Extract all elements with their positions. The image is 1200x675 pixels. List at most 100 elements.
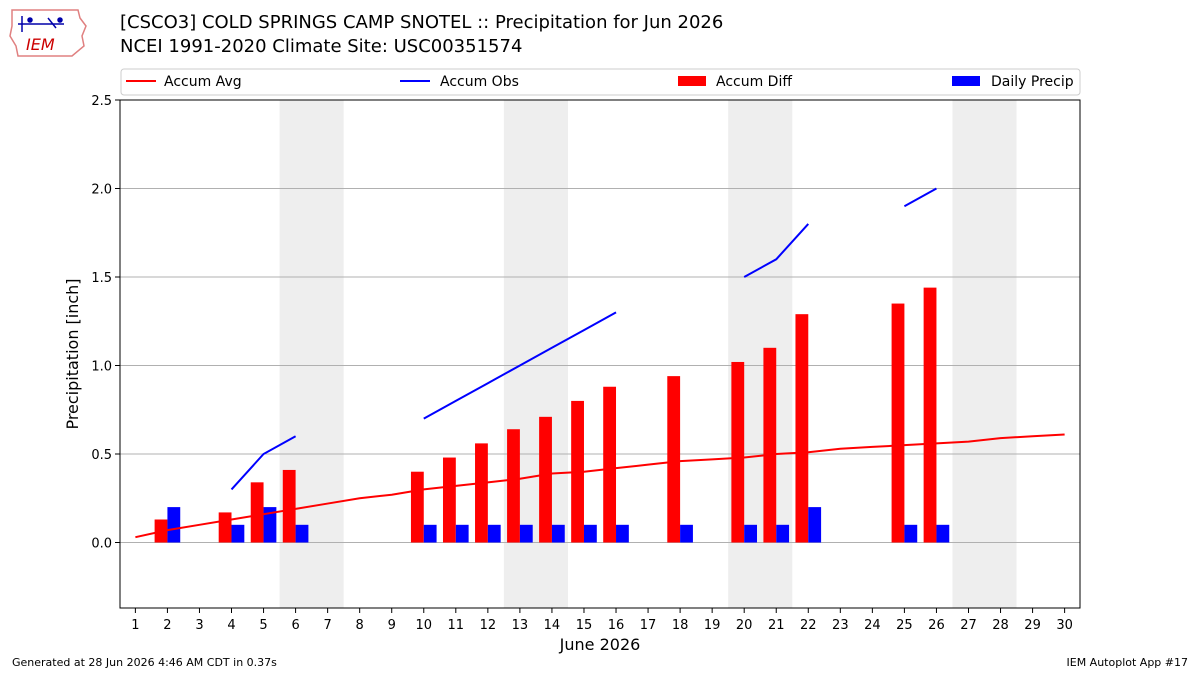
chart-subtitle: NCEI 1991-2020 Climate Site: USC00351574 <box>120 36 523 57</box>
accum-obs-line <box>903 187 937 208</box>
daily-precip-bar <box>744 524 758 543</box>
legend-entry-accum-avg: Accum Avg <box>126 74 242 90</box>
x-tick-label: 2 <box>163 618 171 633</box>
accum-diff-bar <box>507 429 520 543</box>
accum-diff-bar <box>442 457 456 543</box>
daily-precip-bar <box>776 524 790 543</box>
x-tick-label: 29 <box>1024 618 1041 633</box>
accum-diff-bar <box>282 469 296 543</box>
x-tick-label: 30 <box>1056 618 1073 633</box>
daily-precip-bar <box>904 524 918 543</box>
legend-frame <box>120 68 1081 96</box>
accum-diff-bar <box>667 376 681 543</box>
x-tick-label: 28 <box>992 618 1009 633</box>
y-tick-label: 1.5 <box>91 271 112 286</box>
daily-precip-bar <box>231 524 245 543</box>
x-tick-label: 13 <box>512 618 529 633</box>
y-tick-label: 1.0 <box>91 360 112 375</box>
x-tick-label: 21 <box>768 618 785 633</box>
x-tick-label: 27 <box>960 618 977 633</box>
iem-logo: IEM <box>9 9 87 57</box>
legend-entry-accum-obs: Accum Obs <box>400 74 519 90</box>
accum-obs-line <box>423 311 617 420</box>
x-tick-label: 24 <box>864 618 881 633</box>
x-tick-label: 1 <box>131 618 139 633</box>
legend-swatch-accum-diff <box>678 76 706 86</box>
plot-frame <box>119 99 1081 609</box>
autoplot-app-label: IEM Autoplot App #17 <box>1066 656 1189 669</box>
y-axis-ticks: 0.0 0.5 1.0 1.5 2.0 2.5 <box>91 94 120 552</box>
legend-label-accum-avg: Accum Avg <box>164 74 242 90</box>
accum-diff-bar <box>539 416 552 543</box>
y-tick-label: 2.0 <box>91 183 112 198</box>
accum-diff-bar <box>795 314 809 543</box>
daily-precip-bar <box>295 524 309 543</box>
legend-entry-daily-precip: Daily Precip <box>952 74 1074 90</box>
x-tick-label: 18 <box>672 618 689 633</box>
daily-precip-bar <box>616 524 629 543</box>
x-tick-label: 11 <box>448 618 465 633</box>
x-tick-label: 4 <box>227 618 235 633</box>
daily-precip-bar <box>551 524 565 543</box>
legend-label-accum-diff: Accum Diff <box>716 74 792 90</box>
daily-precip-bar <box>583 524 597 543</box>
daily-precip-bar <box>808 507 822 543</box>
legend: Accum Avg Accum Obs Accum Diff Daily Pre… <box>120 68 1081 96</box>
x-tick-label: 25 <box>896 618 913 633</box>
legend-entry-accum-diff: Accum Diff <box>678 74 792 90</box>
accum-diff-bar <box>218 512 232 543</box>
accum-diff-bar <box>250 482 264 543</box>
daily-precip-bar <box>487 524 501 543</box>
x-tick-label: 9 <box>388 618 396 633</box>
accum-diff-bar <box>923 287 937 543</box>
daily-precip-bar <box>167 507 181 543</box>
bars <box>154 287 950 543</box>
y-tick-label: 0.5 <box>91 448 112 463</box>
x-tick-label: 10 <box>415 618 432 633</box>
daily-precip-bar <box>423 524 437 543</box>
legend-swatch-daily-precip <box>952 76 980 86</box>
legend-label-accum-obs: Accum Obs <box>440 74 519 90</box>
x-tick-label: 12 <box>480 618 497 633</box>
legend-label-daily-precip: Daily Precip <box>991 74 1074 90</box>
x-axis-ticks: 1 2 3 4 5 6 7 8 9 10 11 12 13 14 15 16 17 18 19 20 21 22 23 24 2… <box>131 608 1073 633</box>
x-tick-label: 16 <box>608 618 625 633</box>
x-tick-label: 7 <box>323 618 331 633</box>
x-tick-label: 19 <box>704 618 721 633</box>
x-tick-label: 5 <box>259 618 267 633</box>
x-tick-label: 6 <box>291 618 299 633</box>
y-axis-label: Precipitation [inch] <box>63 278 82 429</box>
gridlines <box>120 99 1080 544</box>
generated-timestamp: Generated at 28 Jun 2026 4:46 AM CDT in … <box>12 656 277 669</box>
x-tick-label: 8 <box>356 618 364 633</box>
x-tick-label: 26 <box>928 618 945 633</box>
daily-precip-bar <box>455 524 469 543</box>
weekend-band <box>952 100 1017 608</box>
x-tick-label: 17 <box>640 618 657 633</box>
accum-obs-line <box>743 223 810 278</box>
x-tick-label: 20 <box>736 618 753 633</box>
logo-text: IEM <box>26 35 55 54</box>
x-tick-label: 15 <box>576 618 593 633</box>
accum-diff-bar <box>410 471 424 543</box>
x-tick-label: 14 <box>544 618 561 633</box>
daily-precip-bar <box>936 524 950 543</box>
x-axis-label: June 2026 <box>559 635 641 654</box>
daily-precip-bar <box>263 507 277 543</box>
accum-diff-bar <box>763 347 777 543</box>
weather-station-icon <box>18 16 64 32</box>
x-tick-label: 22 <box>800 618 817 633</box>
daily-precip-bar <box>519 524 533 543</box>
daily-precip-bar <box>680 524 693 543</box>
chart-title: [CSCO3] COLD SPRINGS CAMP SNOTEL :: Prec… <box>120 12 724 33</box>
accum-diff-bar <box>731 361 745 543</box>
accum-diff-bar <box>603 386 617 543</box>
accum-diff-bar <box>891 303 905 543</box>
accum-diff-bar <box>475 443 488 543</box>
x-tick-label: 3 <box>195 618 203 633</box>
accum-avg-line <box>135 433 1065 539</box>
x-tick-label: 23 <box>832 618 849 633</box>
series-lines <box>135 187 1065 539</box>
y-tick-label: 0.0 <box>91 537 112 552</box>
